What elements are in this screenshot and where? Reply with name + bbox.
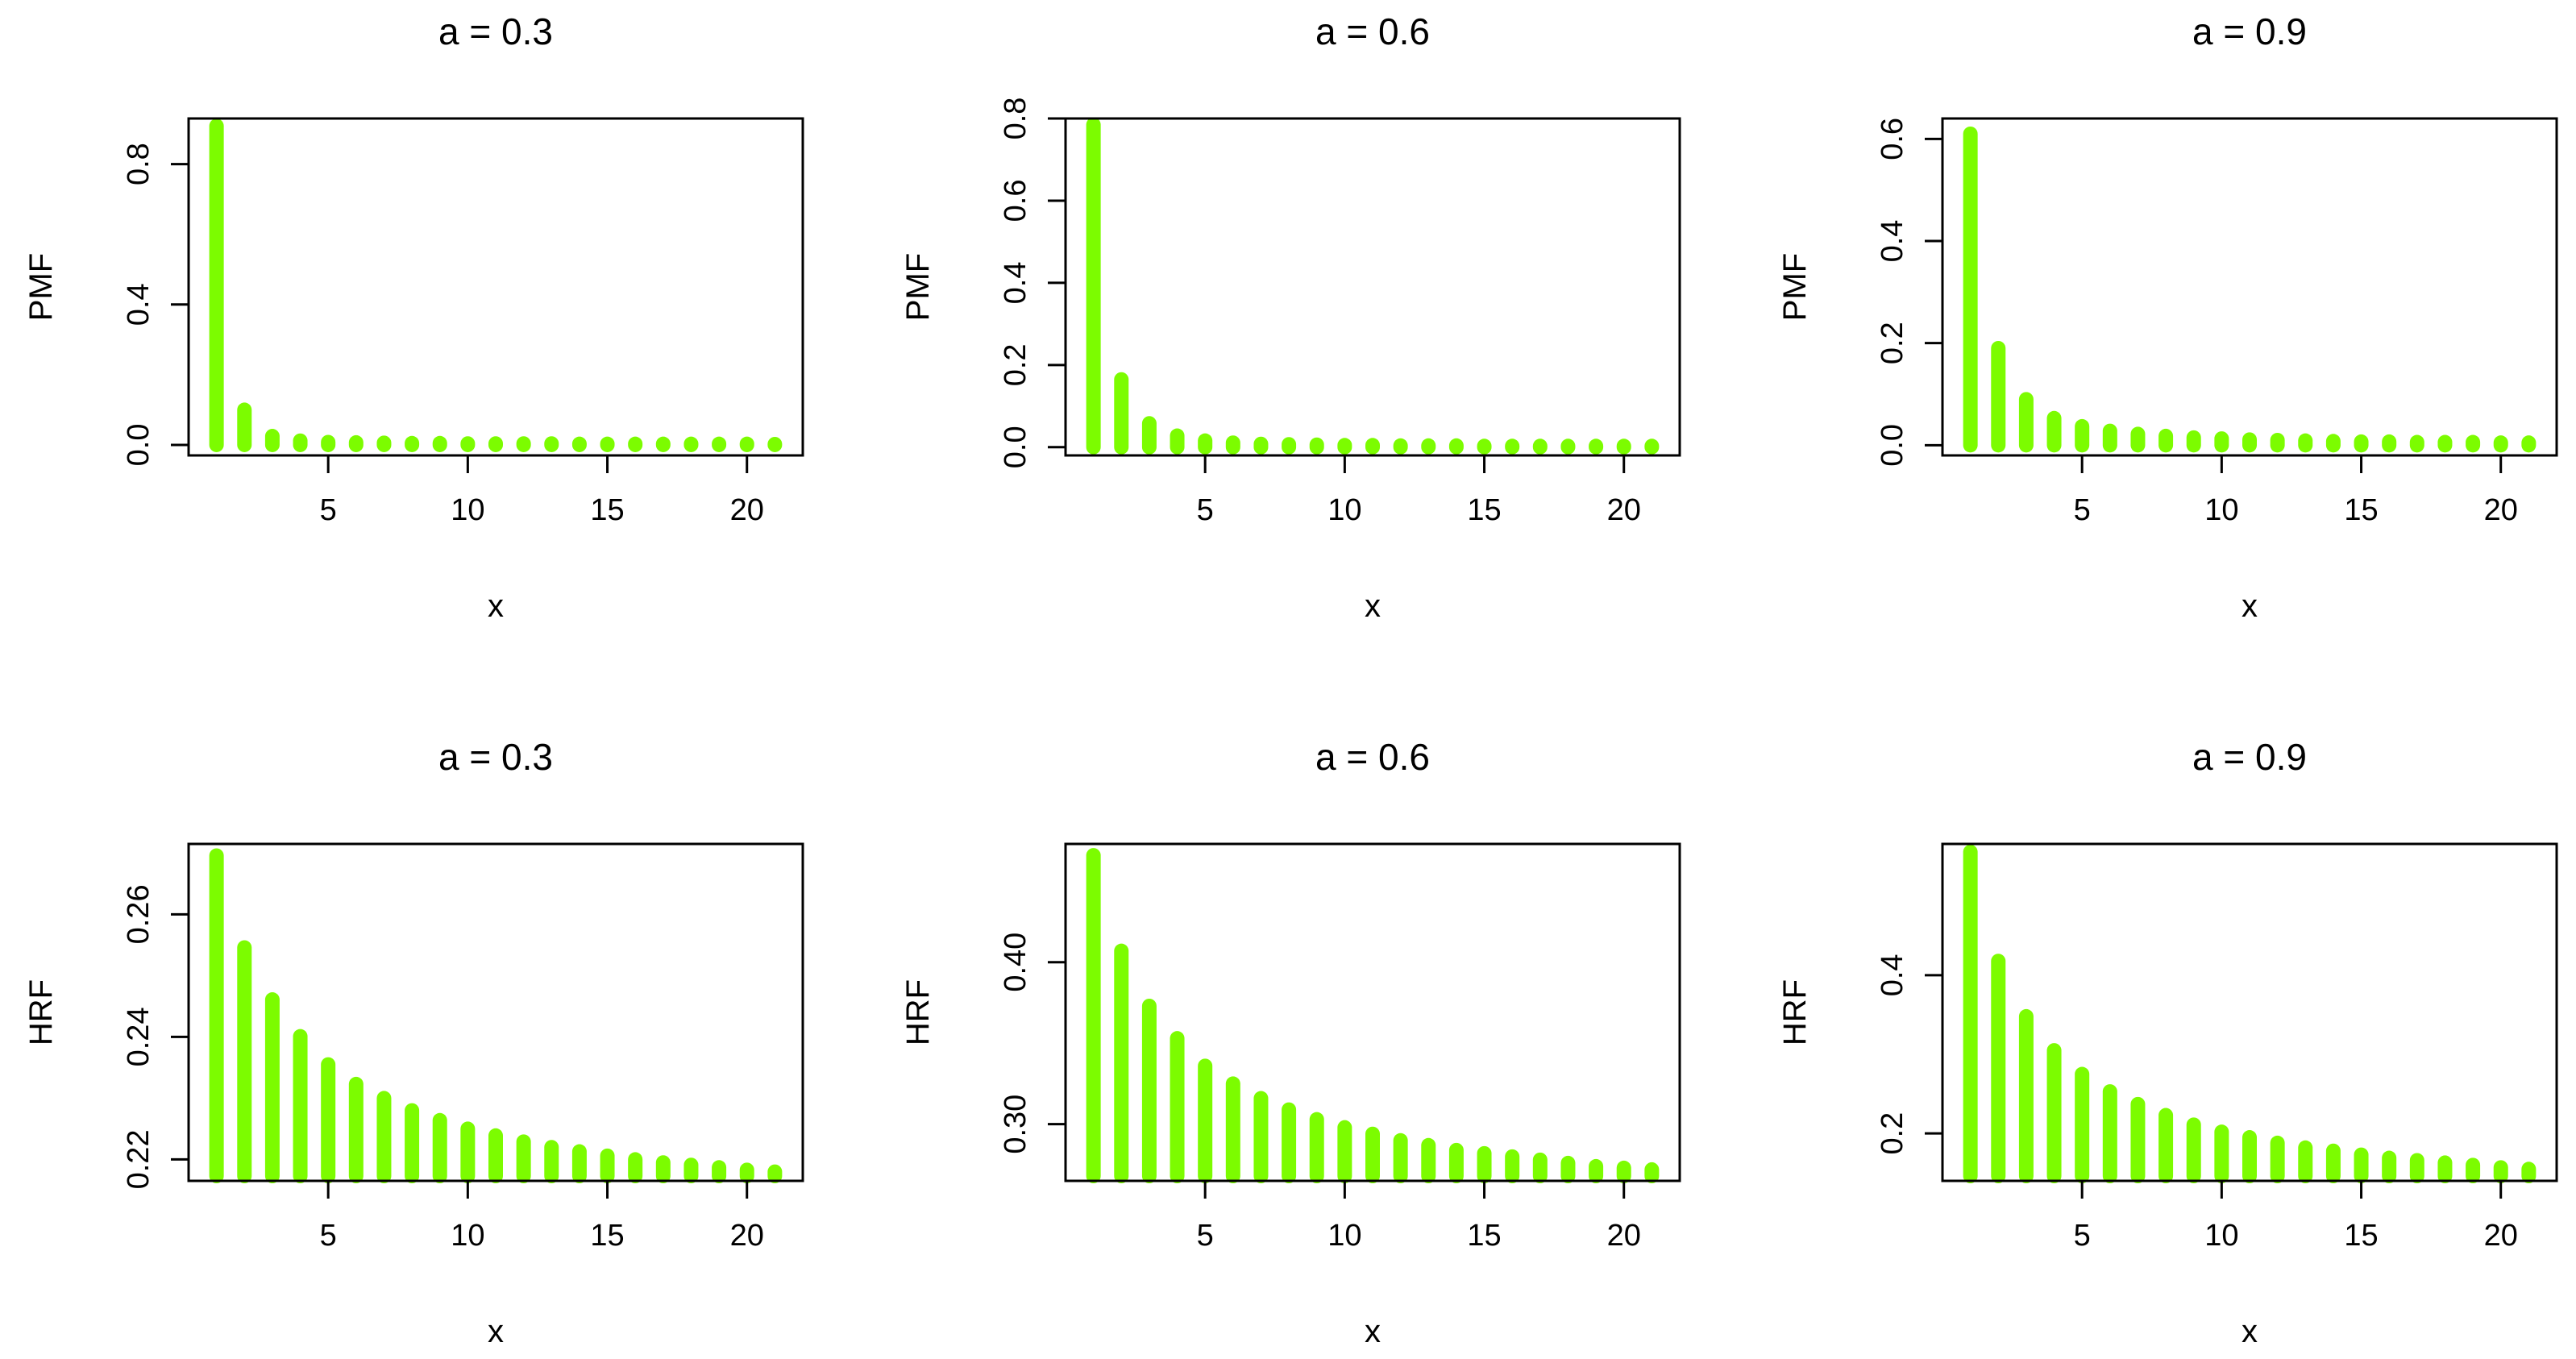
y-tick-label: 0.4: [1876, 954, 1909, 996]
panel-title: a = 0.3: [438, 10, 553, 52]
x-tick-label: 5: [320, 493, 337, 527]
y-axis: 0.2 0.4: [1876, 954, 1944, 1155]
x-tick-label: 10: [451, 493, 484, 527]
y-tick-label: 0.30: [999, 1095, 1032, 1154]
x-tick-label: 20: [2484, 1219, 2518, 1253]
x-tick-label: 15: [1467, 493, 1501, 527]
x-axis: 5 10 15 20: [1197, 454, 1641, 527]
y-axis: 0.22 0.24 0.26: [122, 884, 190, 1189]
y-tick-label: 0.8: [122, 143, 156, 185]
bar-series: [1086, 117, 1660, 455]
x-tick-label: 10: [451, 1219, 484, 1253]
y-axis: 0.30 0.40: [999, 933, 1067, 1154]
x-tick-label: 20: [730, 1219, 764, 1253]
x-tick-label: 15: [590, 1219, 624, 1253]
plot-frame: [1941, 117, 2558, 457]
y-axis-label: PMF: [900, 253, 936, 321]
x-axis-label: x: [1365, 1314, 1381, 1349]
plot-frame: [1064, 117, 1681, 457]
bar-series: [209, 118, 783, 452]
x-axis-label: x: [2242, 588, 2258, 624]
panel-title: a = 0.9: [2192, 736, 2307, 778]
y-tick-label: 0.2: [1876, 322, 1909, 364]
y-axis-label: HRF: [900, 979, 936, 1045]
y-tick-label: 0.4: [122, 283, 156, 326]
y-tick-label: 0.22: [122, 1129, 156, 1189]
y-tick-label: 0.2: [999, 343, 1032, 386]
x-tick-label: 5: [2074, 1219, 2091, 1253]
panel-2: a = 0.6 5 10 15 20 0.0 0.2 0.4 0.6 0.8 x PMF: [900, 10, 1681, 624]
x-tick-label: 20: [1607, 493, 1641, 527]
x-tick-label: 20: [1607, 1219, 1641, 1253]
bar-series: [209, 848, 783, 1183]
x-tick-label: 5: [1197, 1219, 1214, 1253]
y-axis-label: PMF: [23, 253, 59, 321]
x-tick-label: 10: [1327, 1219, 1361, 1253]
y-tick-label: 0.6: [999, 180, 1032, 222]
y-tick-label: 0.6: [1876, 118, 1909, 160]
x-tick-label: 10: [2204, 1219, 2238, 1253]
x-axis-label: x: [1365, 588, 1381, 624]
y-tick-label: 0.0: [999, 426, 1032, 468]
x-tick-label: 5: [1197, 493, 1214, 527]
y-tick-label: 0.4: [1876, 220, 1909, 263]
y-tick-label: 0.8: [999, 98, 1032, 140]
x-axis-label: x: [488, 1314, 504, 1349]
x-axis-label: x: [2242, 1314, 2258, 1349]
x-tick-label: 15: [1467, 1219, 1501, 1253]
x-tick-label: 10: [1327, 493, 1361, 527]
y-tick-label: 0.0: [1876, 424, 1909, 467]
x-tick-label: 5: [320, 1219, 337, 1253]
y-tick-label: 0.2: [1876, 1112, 1909, 1155]
y-tick-label: 0.40: [999, 933, 1032, 992]
panel-title: a = 0.6: [1315, 736, 1430, 778]
y-axis-label: HRF: [23, 979, 59, 1045]
y-axis-label: HRF: [1777, 979, 1813, 1045]
y-axis-label: PMF: [1777, 253, 1813, 321]
panel-1: a = 0.3 5 10 15 20 0.0 0.4 0.8 x PMF: [23, 10, 804, 624]
panel-4: a = 0.3 5 10 15 20 0.22 0.24 0.26 x HRF: [23, 736, 804, 1349]
x-axis: 5 10 15 20: [1197, 1179, 1641, 1253]
x-tick-label: 15: [590, 493, 624, 527]
x-axis-label: x: [488, 588, 504, 624]
panel-6: a = 0.9 5 10 15 20 0.2 0.4 x HRF: [1777, 736, 2558, 1349]
y-axis: 0.0 0.4 0.8: [122, 143, 190, 467]
x-axis: 5 10 15 20: [320, 1179, 764, 1253]
x-axis: 5 10 15 20: [320, 454, 764, 527]
plot-frame: [187, 117, 804, 457]
x-tick-label: 20: [2484, 493, 2518, 527]
y-tick-label: 0.24: [122, 1007, 156, 1066]
y-axis: 0.0 0.2 0.4 0.6: [1876, 118, 1944, 467]
y-tick-label: 0.26: [122, 884, 156, 944]
x-axis: 5 10 15 20: [2074, 1179, 2518, 1253]
x-axis: 5 10 15 20: [2074, 454, 2518, 527]
panel-title: a = 0.9: [2192, 10, 2307, 52]
x-tick-label: 5: [2074, 493, 2091, 527]
panel-title: a = 0.6: [1315, 10, 1430, 52]
panel-5: a = 0.6 5 10 15 20 0.30 0.40 x HRF: [900, 736, 1681, 1349]
panel-title: a = 0.3: [438, 736, 553, 778]
x-tick-label: 15: [2344, 493, 2378, 527]
y-tick-label: 0.4: [999, 261, 1032, 304]
y-axis: 0.0 0.2 0.4 0.6 0.8: [999, 98, 1067, 468]
bar-series: [1963, 844, 2537, 1183]
bar-series: [1086, 848, 1660, 1183]
x-tick-label: 10: [2204, 493, 2238, 527]
x-tick-label: 20: [730, 493, 764, 527]
bar-series: [1963, 127, 2537, 453]
panel-3: a = 0.9 5 10 15 20 0.0 0.2 0.4 0.6 x PMF: [1777, 10, 2558, 624]
x-tick-label: 15: [2344, 1219, 2378, 1253]
y-tick-label: 0.0: [122, 424, 156, 467]
